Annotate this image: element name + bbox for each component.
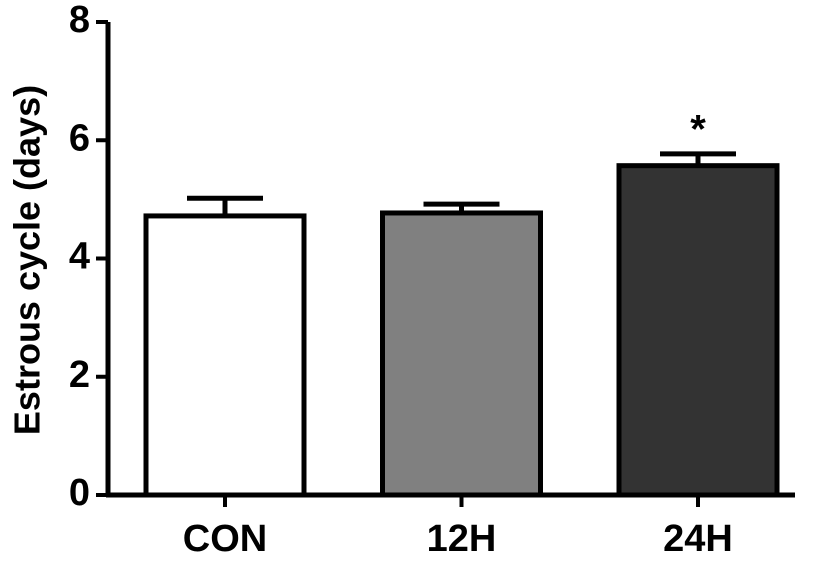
y-tick-label: 6: [69, 117, 90, 159]
y-tick-label: 0: [69, 472, 90, 514]
y-axis-label: Estrous cycle (days): [7, 85, 48, 435]
annotation: *: [690, 107, 706, 151]
y-tick-label: 4: [69, 236, 90, 278]
x-tick-label: 24H: [663, 518, 733, 560]
bar: [380, 210, 543, 498]
x-tick-label: 12H: [427, 518, 497, 560]
bar: [616, 163, 780, 498]
y-tick-label: 2: [69, 354, 90, 396]
bar: [143, 213, 307, 498]
x-tick-label: CON: [183, 518, 267, 560]
y-tick-label: 8: [69, 0, 90, 41]
